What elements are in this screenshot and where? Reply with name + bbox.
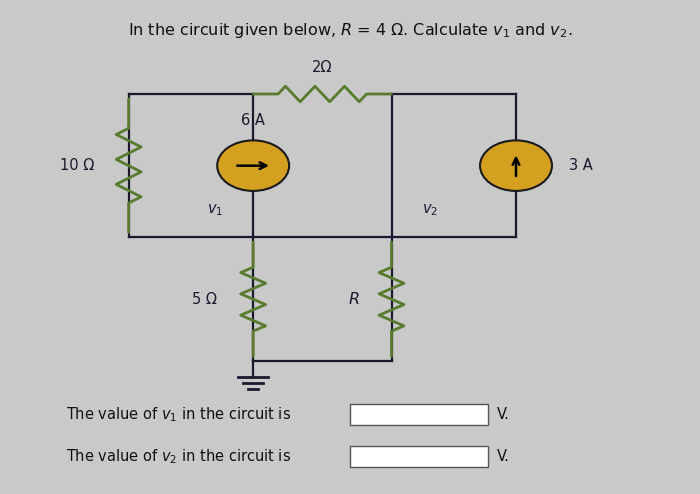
Text: 2Ω: 2Ω <box>312 60 332 75</box>
Text: 3 A: 3 A <box>569 158 593 173</box>
Text: The value of $v_2$ in the circuit is: The value of $v_2$ in the circuit is <box>66 448 291 466</box>
FancyBboxPatch shape <box>350 446 489 467</box>
Text: In the circuit given below, $R$ = 4 Ω. Calculate $v_1$ and $v_2$.: In the circuit given below, $R$ = 4 Ω. C… <box>128 21 572 40</box>
Circle shape <box>480 140 552 191</box>
Text: V.: V. <box>496 407 510 422</box>
Text: 6 A: 6 A <box>241 113 265 128</box>
Text: $v_2$: $v_2$ <box>421 203 438 218</box>
Text: 10 Ω: 10 Ω <box>60 158 94 173</box>
Circle shape <box>217 140 289 191</box>
Text: The value of $v_1$ in the circuit is: The value of $v_1$ in the circuit is <box>66 405 291 424</box>
Text: $R$: $R$ <box>348 291 359 307</box>
FancyBboxPatch shape <box>350 404 489 425</box>
Text: $v_1$: $v_1$ <box>207 203 223 218</box>
Text: 5 Ω: 5 Ω <box>193 292 217 307</box>
Text: V.: V. <box>496 450 510 464</box>
